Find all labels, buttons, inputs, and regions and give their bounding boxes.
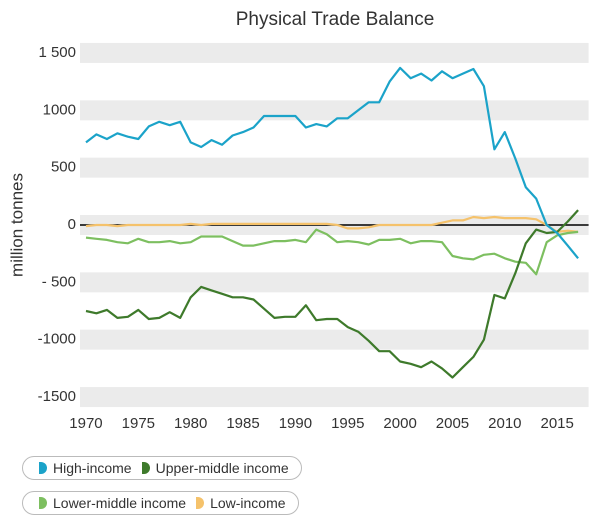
grid-band bbox=[80, 272, 589, 293]
x-tick-label: 1975 bbox=[122, 415, 155, 432]
series-line bbox=[85, 209, 579, 379]
grid-band bbox=[80, 100, 589, 121]
grid-band bbox=[80, 387, 589, 408]
legend-label: Lower-middle income bbox=[53, 495, 187, 511]
y-tick-label: 1000 bbox=[43, 101, 76, 118]
y-tick-label: - 500 bbox=[42, 273, 76, 290]
y-tick-label: 1 500 bbox=[38, 44, 76, 61]
grid-band bbox=[80, 42, 589, 63]
grid-band bbox=[80, 157, 589, 178]
y-tick-label: 500 bbox=[51, 159, 76, 176]
legend-row-2: Lower-middle income Low-income bbox=[22, 491, 299, 515]
x-tick-label: 1970 bbox=[69, 415, 102, 432]
x-tick-label: 2000 bbox=[383, 415, 416, 432]
y-tick-label: -1000 bbox=[38, 331, 76, 348]
series-line bbox=[85, 228, 579, 276]
x-tick-label: 2005 bbox=[436, 415, 469, 432]
grid-band bbox=[80, 329, 589, 350]
x-tick-label: 1980 bbox=[174, 415, 207, 432]
x-tick-label: 1995 bbox=[331, 415, 364, 432]
y-tick-label: 0 bbox=[68, 216, 76, 233]
legend-swatch bbox=[39, 462, 47, 474]
legend-label: High-income bbox=[53, 460, 132, 476]
legend-label: Upper-middle income bbox=[155, 460, 289, 476]
x-tick-label: 2010 bbox=[488, 415, 521, 432]
x-tick-label: 1985 bbox=[226, 415, 259, 432]
chart-title: Physical Trade Balance bbox=[236, 9, 435, 30]
series-line bbox=[85, 215, 579, 233]
x-tick-label: 2015 bbox=[540, 415, 573, 432]
legend-label: Low-income bbox=[210, 495, 286, 511]
legend-swatch bbox=[141, 462, 150, 474]
x-tick-label: 1990 bbox=[279, 415, 312, 432]
series-line bbox=[85, 66, 579, 259]
legend-swatch bbox=[196, 497, 205, 509]
y-axis-label: million tonnes bbox=[7, 173, 26, 277]
legend-swatch bbox=[39, 497, 47, 509]
chart: Physical Trade Balance million tonnes 1 … bbox=[7, 9, 589, 432]
legend-row-1: High-income Upper-middle income bbox=[22, 456, 302, 480]
y-tick-label: -1500 bbox=[38, 388, 76, 405]
